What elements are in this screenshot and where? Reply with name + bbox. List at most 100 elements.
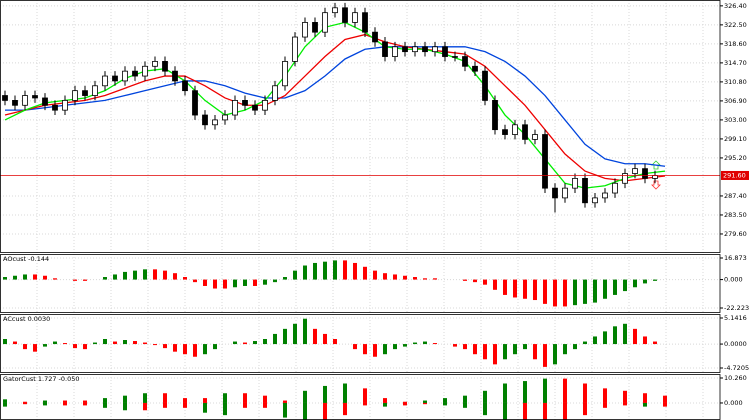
histogram-bar bbox=[143, 342, 147, 345]
candle-body bbox=[362, 12, 368, 33]
histogram-bar bbox=[403, 275, 407, 280]
indicator-title: GatorCust 1.727 -0.050 bbox=[3, 375, 80, 383]
histogram-bar bbox=[383, 344, 387, 355]
candle-body bbox=[532, 134, 538, 140]
histogram-bar bbox=[613, 326, 617, 345]
histogram-bar bbox=[303, 265, 307, 280]
candle-body bbox=[332, 7, 338, 14]
histogram-bar bbox=[83, 279, 87, 281]
histogram-bar bbox=[583, 279, 587, 304]
histogram-bar bbox=[423, 341, 427, 345]
indicator-title: AOcust -0.144 bbox=[3, 255, 49, 263]
histogram-bar bbox=[93, 342, 97, 345]
alligator-line bbox=[4, 33, 666, 182]
candle-body bbox=[402, 46, 408, 53]
candle-body bbox=[272, 85, 278, 101]
candle-body bbox=[112, 75, 118, 82]
histogram-bar bbox=[323, 261, 327, 280]
histogram-bar bbox=[523, 279, 527, 299]
histogram-bar bbox=[363, 344, 367, 355]
candle-body bbox=[472, 65, 478, 72]
gator-bar bbox=[183, 398, 187, 403]
gator-bar bbox=[163, 402, 167, 408]
candle-body bbox=[282, 61, 288, 87]
histogram-bar bbox=[413, 342, 417, 345]
histogram-bar bbox=[483, 279, 487, 285]
gator-bar bbox=[303, 402, 307, 420]
histogram-bar bbox=[513, 279, 517, 298]
candle-body bbox=[92, 85, 98, 96]
candle-body bbox=[562, 187, 568, 199]
histogram-bar bbox=[603, 279, 607, 299]
histogram-bar bbox=[373, 344, 377, 357]
gator-bar bbox=[63, 400, 67, 403]
histogram-bar bbox=[153, 344, 157, 346]
candle-body bbox=[412, 46, 418, 53]
gator-bar bbox=[363, 402, 367, 406]
histogram-bar bbox=[293, 323, 297, 345]
gator-bar bbox=[183, 402, 187, 408]
histogram-bar bbox=[213, 279, 217, 289]
histogram-bar bbox=[603, 331, 607, 345]
candle-body bbox=[602, 192, 608, 199]
histogram-bar bbox=[613, 279, 617, 295]
candle-body bbox=[582, 177, 588, 204]
histogram-bar bbox=[133, 270, 137, 280]
gator-bar bbox=[643, 393, 647, 403]
y-tick-label: 0.000 bbox=[724, 276, 743, 284]
gator-bar bbox=[443, 402, 447, 406]
gator-bar bbox=[23, 401, 27, 403]
gator-bar bbox=[483, 390, 487, 403]
histogram-bar bbox=[293, 270, 297, 280]
histogram-bar bbox=[3, 338, 7, 345]
histogram-bar bbox=[523, 344, 527, 350]
gator-bar bbox=[103, 402, 107, 408]
gator-bar bbox=[563, 402, 567, 420]
candle-body bbox=[62, 100, 68, 111]
gator-bar bbox=[223, 393, 227, 403]
candle-body bbox=[82, 90, 88, 96]
candle-body bbox=[152, 61, 158, 67]
gator-bar bbox=[123, 402, 127, 411]
histogram-bar bbox=[383, 273, 387, 280]
candle-body bbox=[352, 12, 358, 23]
candle-body bbox=[162, 61, 168, 72]
gator-bar bbox=[623, 390, 627, 403]
candle-body bbox=[242, 100, 248, 106]
histogram-bar bbox=[283, 328, 287, 345]
gator-bar bbox=[83, 402, 87, 406]
histogram-bar bbox=[83, 344, 87, 350]
histogram-bar bbox=[113, 274, 117, 280]
histogram-bar bbox=[43, 344, 47, 347]
gator-bar bbox=[103, 398, 107, 403]
y-tick-label: 10.260 bbox=[724, 374, 747, 382]
histogram-bar bbox=[563, 279, 567, 307]
candle-body bbox=[322, 12, 328, 33]
gator-bar bbox=[143, 402, 147, 411]
histogram-bar bbox=[393, 344, 397, 350]
histogram-bar bbox=[263, 338, 267, 345]
y-tick-label: 287.40 bbox=[724, 192, 747, 200]
histogram-bar bbox=[493, 279, 497, 290]
histogram-bar bbox=[193, 344, 197, 357]
sell-arrow bbox=[651, 180, 661, 190]
histogram-bar bbox=[53, 341, 57, 345]
histogram-bar bbox=[23, 274, 27, 280]
gator-bar bbox=[43, 402, 47, 406]
gator-bar bbox=[283, 400, 287, 403]
y-tick-label: 0.000 bbox=[724, 399, 743, 407]
gator-bar bbox=[443, 398, 447, 403]
candle-body bbox=[192, 90, 198, 116]
y-tick-label: -22.223 bbox=[724, 304, 749, 312]
alligator-line bbox=[5, 46, 666, 167]
histogram-bar bbox=[593, 279, 597, 303]
histogram-bar bbox=[433, 278, 437, 280]
gator-bar bbox=[463, 395, 467, 403]
histogram-bar bbox=[303, 318, 307, 345]
histogram-bar bbox=[653, 341, 657, 345]
histogram-bar bbox=[513, 344, 517, 355]
histogram-bar bbox=[53, 278, 57, 280]
candle-body bbox=[592, 197, 598, 204]
gator-bar bbox=[63, 402, 67, 406]
histogram-bar bbox=[63, 343, 67, 345]
